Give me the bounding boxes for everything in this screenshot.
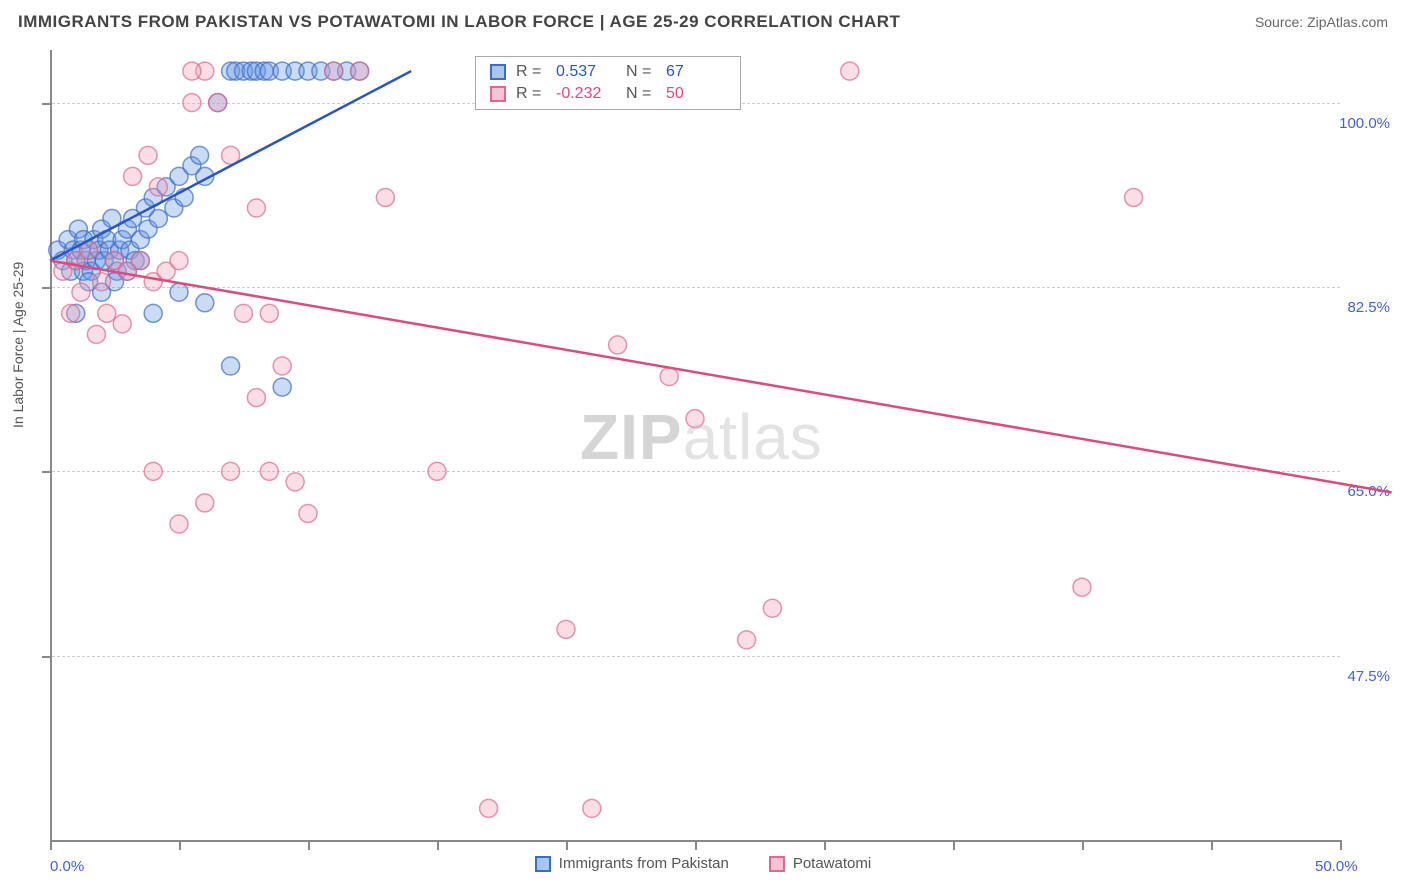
n-label: N = — [626, 85, 656, 103]
legend: Immigrants from Pakistan Potawatomi — [0, 855, 1406, 872]
r-label: R = — [516, 85, 546, 103]
series2-swatch — [490, 86, 506, 102]
legend-item-series2: Potawatomi — [769, 855, 871, 872]
legend-item-series1: Immigrants from Pakistan — [535, 855, 729, 872]
correlation-stats-box: R = 0.537 N = 67 R = -0.232 N = 50 — [475, 56, 741, 110]
stats-row-series1: R = 0.537 N = 67 — [490, 61, 726, 83]
source-label: Source: ZipAtlas.com — [1255, 14, 1388, 30]
series1-swatch — [490, 64, 506, 80]
y-axis-label: In Labor Force | Age 25-29 — [10, 262, 26, 428]
watermark: ZIPatlas — [580, 400, 823, 474]
legend-label-series2: Potawatomi — [793, 855, 871, 872]
series1-n-value: 67 — [666, 63, 726, 81]
series2-r-value: -0.232 — [556, 85, 616, 103]
legend-swatch-series1 — [535, 856, 551, 872]
chart-title: IMMIGRANTS FROM PAKISTAN VS POTAWATOMI I… — [18, 12, 900, 32]
stats-row-series2: R = -0.232 N = 50 — [490, 83, 726, 105]
r-label: R = — [516, 63, 546, 81]
n-label: N = — [626, 63, 656, 81]
series1-r-value: 0.537 — [556, 63, 616, 81]
legend-label-series1: Immigrants from Pakistan — [559, 855, 729, 872]
legend-swatch-series2 — [769, 856, 785, 872]
series2-n-value: 50 — [666, 85, 726, 103]
